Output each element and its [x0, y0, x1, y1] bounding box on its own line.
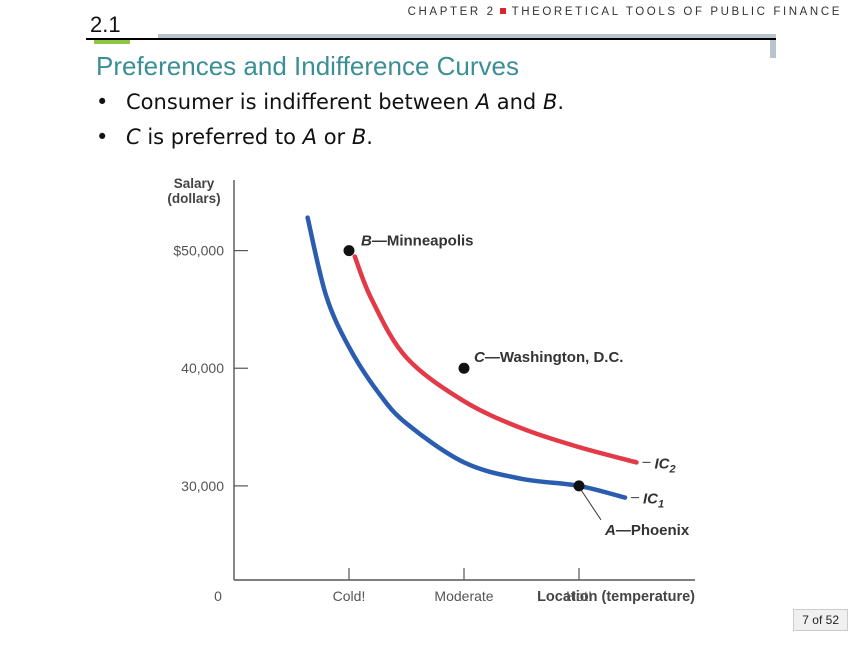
curve-label-ic1: IC1: [643, 491, 664, 511]
x-tick-label: Moderate: [434, 588, 493, 604]
y-axis-label: Salary: [174, 176, 215, 191]
slide-title: Preferences and Indifference Curves: [96, 51, 519, 81]
point-c: [458, 362, 470, 374]
point-label-c: C—Washington, D.C.: [474, 349, 623, 366]
point-label-b: B—Minneapolis: [361, 233, 474, 250]
point-a: [573, 480, 585, 492]
x-axis-label: Location (temperature): [537, 589, 695, 605]
y-tick-label: 30,000: [181, 478, 224, 494]
indifference-curve-chart: Salary(dollars) Location (temperature) 0 $5…: [167, 176, 695, 605]
x-tick-label: Cold!: [333, 588, 366, 604]
bullet-dot-icon: •: [96, 125, 109, 149]
point-b: [343, 245, 355, 257]
header-rule-grey-end: [770, 34, 776, 58]
curve-ic2: [352, 254, 639, 465]
header-rule: [86, 38, 776, 40]
bullet-item: • Consumer is indifferent between A and B…: [96, 90, 565, 114]
point-label-a: A—Phoenix: [604, 522, 690, 539]
y-tick-label: $50,000: [173, 243, 224, 259]
section-number: 2.1: [90, 12, 121, 37]
curve-ic1: [305, 215, 628, 500]
bullet-item: • C is preferred to A or B.: [96, 125, 373, 149]
section-accent: [94, 40, 130, 44]
curve-label-ic2: IC2: [655, 455, 676, 475]
y-tick-label: 40,000: [181, 360, 224, 376]
header-rule-grey: [158, 34, 776, 38]
point-label-leader: [580, 489, 602, 521]
page-indicator: 7 of 52: [793, 609, 848, 631]
bullet-dot-icon: •: [96, 90, 109, 114]
x-tick-label: Hot!: [566, 588, 592, 604]
bullet-list: • Consumer is indifferent between A and B…: [96, 90, 564, 160]
origin-label: 0: [214, 588, 222, 604]
y-axis-label: (dollars): [167, 191, 220, 206]
chapter-header: CHAPTER 2 THEORETICAL TOOLS OF PUBLIC FIN…: [407, 6, 842, 18]
red-square-icon: [499, 8, 506, 15]
